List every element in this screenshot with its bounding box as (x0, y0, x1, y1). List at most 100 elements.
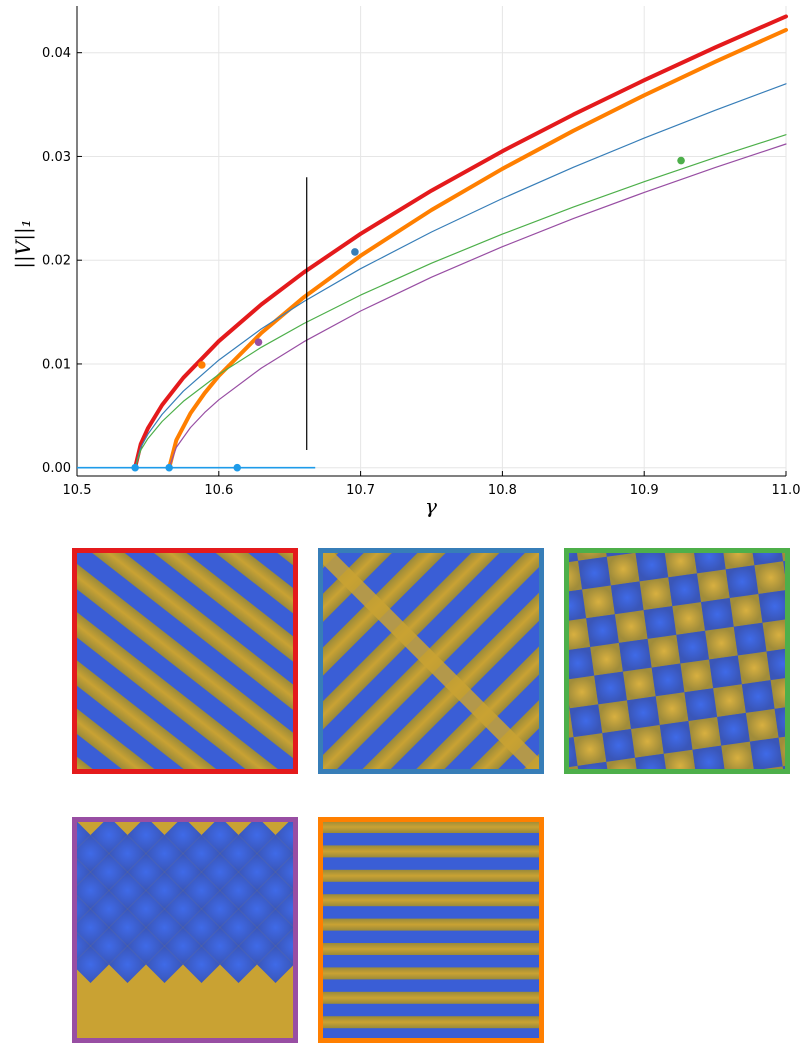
diamond-cell (164, 821, 202, 854)
y-tick-label: 0.04 (42, 46, 71, 61)
square-cell (602, 729, 636, 762)
bifurcation-plot: 10.5 10.6 10.7 10.8 10.9 11.0 0.00 0.01 0.02 0.03… (11, 6, 800, 518)
square-cell (568, 589, 587, 623)
diamond-cell (76, 931, 91, 961)
square-cell (568, 560, 583, 594)
square-cell (758, 589, 786, 623)
square-cell (582, 585, 615, 619)
stripe (76, 569, 294, 770)
x-tick-label: 10.8 (488, 483, 517, 498)
stripe (322, 845, 540, 858)
y-tick-label: 0.01 (42, 357, 71, 372)
square-cell (741, 680, 775, 713)
series-line-4 (134, 134, 787, 469)
square-cell (598, 700, 632, 734)
axes (76, 6, 787, 477)
y-tick-label: 0.00 (42, 461, 71, 476)
square-cell (606, 552, 640, 586)
series-line-5 (168, 143, 787, 469)
square-cell (635, 753, 668, 770)
square-cell (568, 552, 579, 565)
square-cell (610, 581, 644, 615)
square-cell (713, 684, 746, 717)
square-cell (655, 692, 689, 726)
square-cell (676, 630, 710, 664)
square-cell (762, 618, 786, 652)
square-cell (659, 720, 693, 754)
square-cell (639, 577, 673, 611)
diamond-cell (183, 946, 220, 983)
pattern-image (564, 548, 790, 774)
square-cell (663, 749, 697, 770)
series-line-1 (133, 14, 788, 470)
stripe (322, 943, 540, 955)
diamond-cell (275, 821, 294, 854)
square-cell (606, 757, 640, 770)
square-cell (733, 622, 767, 656)
square-cell (586, 614, 619, 647)
square-cell (749, 737, 783, 770)
square-cell (717, 712, 750, 746)
square-cell (635, 552, 669, 582)
stripe (322, 967, 540, 980)
y-axis-label: ||V||₁ (11, 219, 36, 268)
diamond-cell (76, 835, 109, 872)
stripe (76, 552, 294, 753)
square-cell (725, 565, 759, 599)
data-marker (197, 361, 206, 369)
data-marker (677, 156, 685, 165)
square-cell (672, 602, 706, 635)
square-cell (696, 569, 730, 603)
stripe (76, 599, 294, 770)
square-cell (754, 561, 786, 595)
panel-border (72, 548, 298, 774)
stripe (322, 869, 540, 882)
square-cell (774, 704, 786, 738)
square-cell (622, 667, 656, 701)
stripe (76, 552, 294, 770)
diamond-cell (146, 946, 183, 983)
square-cell (590, 642, 623, 676)
square-cell (750, 552, 784, 566)
pattern-image (318, 548, 544, 774)
diamond-cell (76, 872, 109, 909)
pattern-image (318, 817, 544, 1043)
diamond-cell (275, 890, 294, 928)
pattern-image (72, 817, 298, 1043)
data-marker (165, 463, 173, 472)
series-lines (77, 14, 788, 470)
square-cell (684, 688, 718, 721)
square-cell (626, 696, 660, 730)
diamond-cell (275, 853, 294, 891)
x-tick-label: 10.7 (346, 483, 375, 498)
square-cell (729, 594, 763, 627)
square-cell (568, 675, 599, 709)
diamond-cell (76, 857, 91, 887)
data-markers (131, 156, 685, 472)
square-cell (568, 646, 595, 680)
square-cell (569, 704, 603, 738)
data-marker (233, 463, 242, 472)
square-cell (737, 651, 771, 685)
square-cell (770, 676, 786, 709)
stripe (322, 894, 540, 907)
diamond-cell (238, 821, 276, 854)
data-marker (254, 338, 263, 346)
square-cell (618, 638, 652, 672)
square-cell (578, 556, 611, 590)
x-axis-label: γ (425, 494, 437, 518)
panel-border (564, 548, 790, 774)
series-line-2 (167, 27, 788, 470)
diamond-cell (76, 909, 109, 946)
stripe (76, 552, 294, 770)
stripe (76, 552, 294, 770)
diamond-cell (76, 946, 109, 983)
square-cell (651, 663, 685, 697)
square-cell (594, 671, 627, 705)
x-tick-label: 10.6 (204, 483, 233, 498)
stripe (322, 991, 540, 1004)
tick-labels: 10.5 10.6 10.7 10.8 10.9 11.0 0.00 0.01 0.02 0.03… (42, 46, 800, 498)
square-cell (647, 634, 681, 668)
cross-stripe (322, 552, 540, 770)
pattern-panel-diamonds (72, 817, 298, 1043)
